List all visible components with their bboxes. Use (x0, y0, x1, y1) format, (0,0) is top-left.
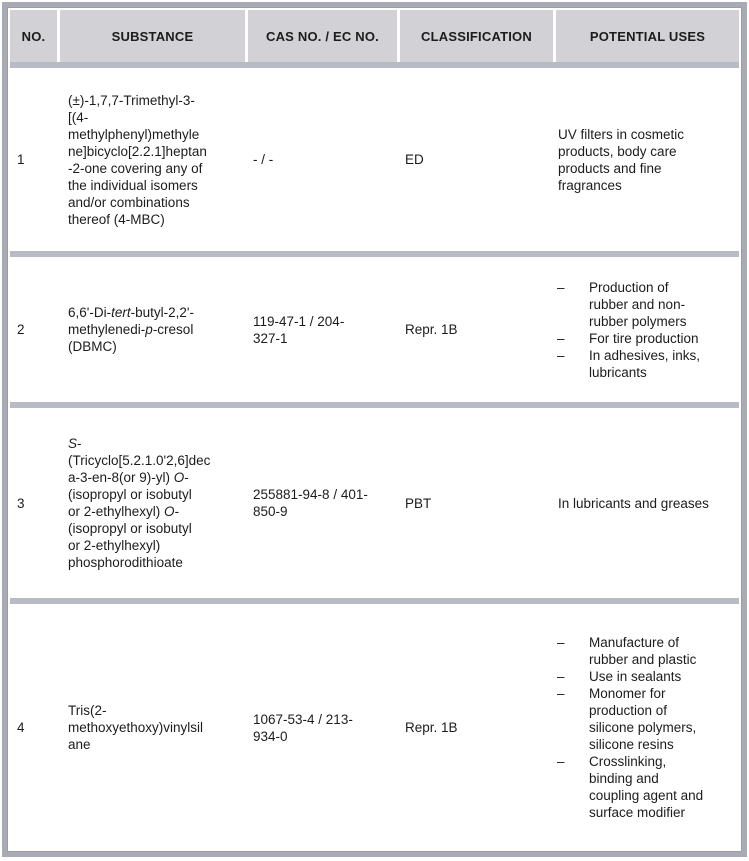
dash-bullet: – (557, 279, 565, 295)
use-item: – Crosslinking, binding and coupling age… (553, 753, 739, 821)
substance-name: (±)-1,7,7-Trimethyl-3- [(4- methylphenyl… (68, 92, 207, 227)
column-header-cas-ec: CAS NO. / EC NO. (245, 10, 397, 62)
use-text: For tire production (589, 330, 699, 346)
dash-bullet: – (557, 635, 565, 650)
table-row: 3 S- (Tricyclo[5.2.1.0'2,6]dec a-3-en-8(… (10, 408, 739, 598)
column-header-potential-uses: POTENTIAL USES (553, 10, 739, 62)
potential-uses: – Manufacture of rubber and plastic – Us… (553, 634, 739, 821)
use-item: – Production of rubber and non- rubber p… (553, 279, 739, 330)
use-item: – For tire production (553, 330, 739, 347)
substance-name: S- (Tricyclo[5.2.1.0'2,6]dec a-3-en-8(or… (68, 436, 211, 570)
substance-name: Tris(2- methoxyethoxy)vinylsil ane (68, 703, 204, 752)
use-item: – Monomer for production of silicone pol… (553, 685, 739, 753)
classification: PBT (405, 495, 432, 511)
use-text: Crosslinking, binding and coupling agent… (589, 754, 704, 820)
row-number: 3 (17, 495, 25, 511)
column-header-no: NO. (10, 10, 57, 62)
use-text: Manufacture of rubber and plastic (589, 635, 697, 667)
use-item: – In adhesives, inks, lubricants (553, 347, 739, 381)
row-number: 4 (17, 720, 25, 735)
use-item: – Manufacture of rubber and plastic (553, 634, 739, 668)
classification: Repr. 1B (405, 322, 458, 337)
potential-uses: – Production of rubber and non- rubber p… (553, 279, 739, 381)
use-text: In adhesives, inks, lubricants (589, 347, 701, 380)
row-divider (10, 598, 739, 604)
dash-bullet: – (557, 669, 565, 684)
table-row: 2 6,6'-Di-tert-butyl-2,2'- methylenedi-p… (10, 257, 739, 402)
potential-uses: In lubricants and greases (558, 495, 709, 511)
dash-bullet: – (557, 686, 565, 701)
cas-ec-number: 255881-94-8 / 401- 850-9 (253, 487, 368, 519)
substance-name: 6,6'-Di-tert-butyl-2,2'- methylenedi-p-c… (68, 305, 194, 354)
cas-ec-number: 1067-53-4 / 213- 934-0 (253, 711, 353, 744)
column-header-substance: SUBSTANCE (57, 10, 245, 62)
use-text: Monomer for production of silicone polym… (589, 686, 697, 752)
cas-ec-number: 119-47-1 / 204- 327-1 (253, 313, 345, 346)
potential-uses: UV filters in cosmetic products, body ca… (558, 126, 685, 193)
use-item: – Use in sealants (553, 668, 739, 685)
use-text: Production of rubber and non- rubber pol… (589, 279, 687, 329)
dash-bullet: – (557, 347, 565, 363)
classification: ED (405, 152, 424, 167)
row-number: 2 (17, 322, 25, 337)
dash-bullet: – (557, 330, 565, 346)
classification: Repr. 1B (405, 720, 458, 735)
table-row: 4 Tris(2- methoxyethoxy)vinylsil ane 106… (10, 604, 739, 851)
use-text: Use in sealants (589, 669, 682, 684)
row-divider (10, 62, 739, 68)
cas-ec-number: - / - (253, 152, 274, 167)
column-header-classification: CLASSIFICATION (397, 10, 553, 62)
table-row: 1 (±)-1,7,7-Trimethyl-3- [(4- methylphen… (10, 68, 739, 251)
row-number: 1 (17, 152, 25, 167)
dash-bullet: – (557, 754, 565, 769)
row-divider (10, 402, 739, 408)
row-divider (10, 251, 739, 257)
table-header-row: NO. SUBSTANCE CAS NO. / EC NO. CLASSIFIC… (10, 10, 739, 62)
